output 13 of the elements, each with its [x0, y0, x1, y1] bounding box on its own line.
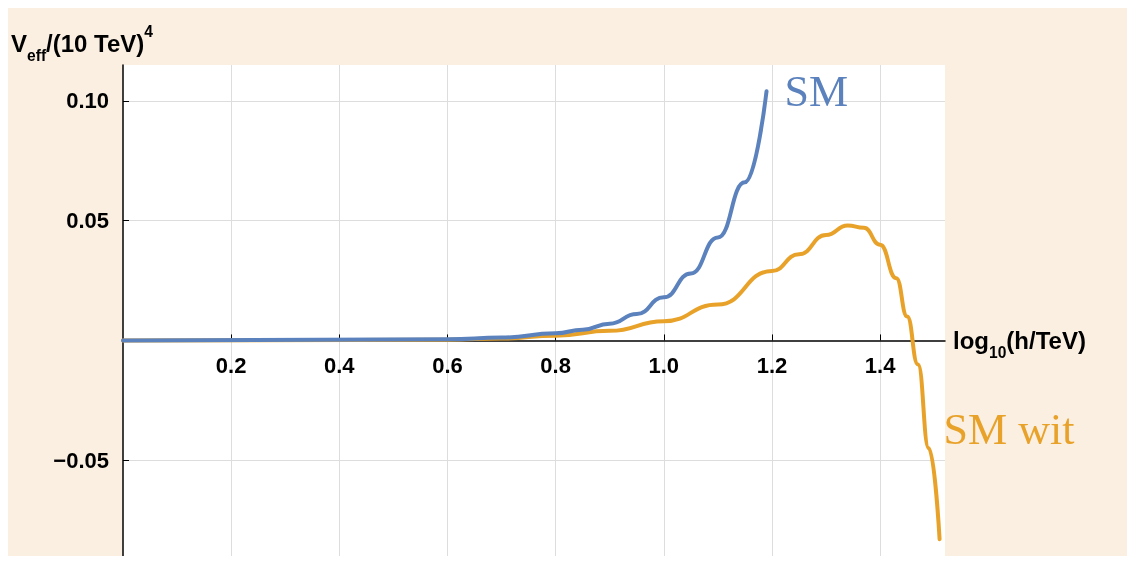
line-series [121, 89, 769, 343]
x-tick-label: 0.6 [432, 352, 463, 378]
series-label: SM wit [943, 404, 1075, 454]
x-tick-label: 0.4 [324, 352, 356, 378]
y-tick-label: 0.10 [66, 88, 109, 114]
y-tick-label: −0.05 [53, 447, 109, 473]
y-tick-label: 0.05 [66, 208, 109, 234]
x-tick-label: 1.4 [864, 352, 897, 378]
x-tick-label: 0.8 [540, 352, 571, 378]
x-tick-label: 1.2 [756, 352, 788, 378]
x-tick-label: 0.2 [215, 352, 247, 378]
series-label: SM [784, 66, 849, 116]
x-tick-label: 1.0 [648, 352, 680, 378]
